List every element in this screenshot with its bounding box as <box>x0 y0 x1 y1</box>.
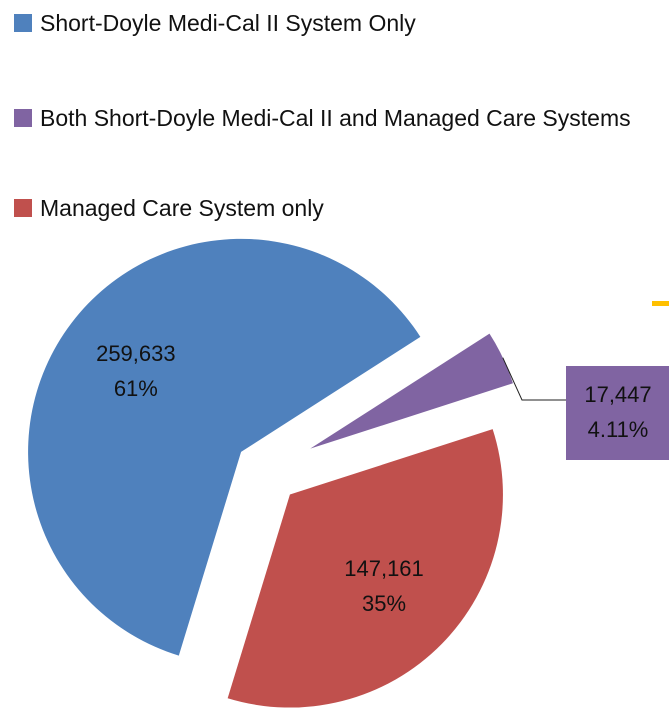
legend-label: Short-Doyle Medi-Cal II System Only <box>40 10 416 36</box>
data-label: 17,447 <box>584 382 651 407</box>
pie-slice <box>227 429 503 708</box>
legend-item: Both Short-Doyle Medi-Cal II and Managed… <box>14 101 664 135</box>
pie-slice <box>310 333 513 449</box>
data-label: 61% <box>114 376 158 401</box>
data-label: 259,633 <box>96 341 176 366</box>
legend-label: Both Short-Doyle Medi-Cal II and Managed… <box>40 105 631 131</box>
data-label: 4.11% <box>588 417 649 442</box>
legend-label: Managed Care System only <box>40 195 324 221</box>
pie-slice <box>28 238 421 656</box>
legend-item: Managed Care System only <box>14 191 664 225</box>
data-label: 147,161 <box>344 556 424 581</box>
legend-swatch <box>14 14 32 32</box>
leader-line <box>502 357 566 401</box>
data-label: 35% <box>362 591 406 616</box>
decoration <box>652 301 669 306</box>
legend-swatch <box>14 109 32 127</box>
label-box <box>566 366 669 460</box>
legend-item: Short-Doyle Medi-Cal II System Only <box>14 6 664 40</box>
legend-swatch <box>14 199 32 217</box>
